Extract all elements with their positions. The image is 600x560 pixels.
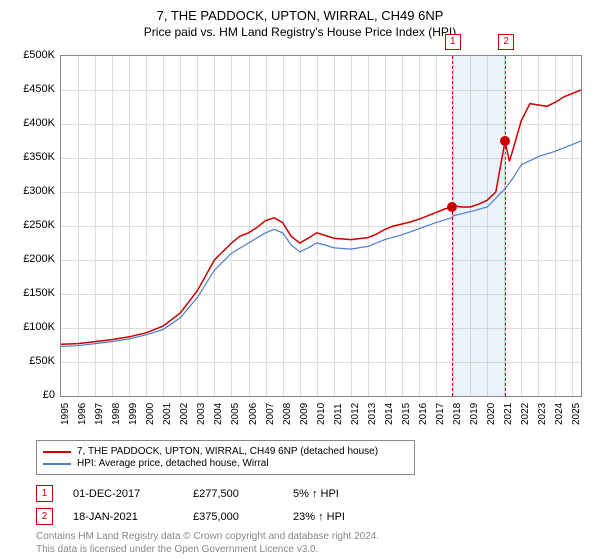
x-tick-label: 1998 (111, 403, 122, 425)
legend-label: HPI: Average price, detached house, Wirr… (77, 458, 269, 469)
x-tick-label: 1997 (94, 403, 105, 425)
y-tick-label: £250K (0, 219, 55, 231)
series-property (61, 90, 581, 344)
line-series (61, 56, 581, 396)
page-title: 7, THE PADDOCK, UPTON, WIRRAL, CH49 6NP (0, 8, 600, 23)
x-tick-label: 2025 (571, 403, 582, 425)
x-tick-label: 2012 (350, 403, 361, 425)
series-hpi (61, 141, 581, 346)
transaction-price: £277,500 (193, 488, 273, 500)
x-tick-label: 2000 (145, 403, 156, 425)
transaction-price: £375,000 (193, 511, 273, 523)
x-tick-label: 2004 (213, 403, 224, 425)
transaction-row: 2 18-JAN-2021 £375,000 23% ↑ HPI (36, 508, 345, 525)
footer-line: Contains HM Land Registry data © Crown c… (36, 530, 379, 543)
plot-area: 12 (60, 55, 582, 397)
x-tick-label: 2006 (248, 403, 259, 425)
y-tick-label: £200K (0, 253, 55, 265)
x-tick-label: 2019 (469, 403, 480, 425)
x-tick-label: 2011 (333, 403, 344, 425)
x-tick-label: 2017 (435, 403, 446, 425)
x-tick-label: 2021 (503, 403, 514, 425)
marker-badge: 1 (445, 34, 461, 50)
price-chart: 12 £0£50K£100K£150K£200K£250K£300K£350K£… (60, 55, 580, 395)
x-tick-label: 2003 (196, 403, 207, 425)
x-tick-label: 2008 (282, 403, 293, 425)
transaction-delta: 23% ↑ HPI (293, 511, 345, 523)
x-tick-label: 2010 (316, 403, 327, 425)
x-tick-label: 1999 (128, 403, 139, 425)
y-tick-label: £150K (0, 287, 55, 299)
transaction-badge: 2 (36, 508, 53, 525)
y-tick-label: £100K (0, 321, 55, 333)
y-tick-label: £500K (0, 49, 55, 61)
x-tick-label: 2022 (520, 403, 531, 425)
x-tick-label: 2002 (179, 403, 190, 425)
x-tick-label: 2024 (554, 403, 565, 425)
transaction-badge: 1 (36, 485, 53, 502)
price-point-icon (447, 202, 457, 212)
transaction-date: 18-JAN-2021 (73, 511, 173, 523)
x-tick-label: 2009 (299, 403, 310, 425)
y-tick-label: £450K (0, 83, 55, 95)
y-tick-label: £50K (0, 355, 55, 367)
x-tick-label: 2018 (452, 403, 463, 425)
x-tick-label: 2007 (265, 403, 276, 425)
y-tick-label: £350K (0, 151, 55, 163)
transaction-date: 01-DEC-2017 (73, 488, 173, 500)
price-point-icon (500, 136, 510, 146)
legend-swatch-icon (43, 451, 71, 453)
legend-item-property: 7, THE PADDOCK, UPTON, WIRRAL, CH49 6NP … (43, 446, 408, 457)
x-tick-label: 1995 (60, 403, 71, 425)
x-tick-label: 2005 (230, 403, 241, 425)
legend-item-hpi: HPI: Average price, detached house, Wirr… (43, 458, 408, 469)
footer-line: This data is licensed under the Open Gov… (36, 543, 379, 556)
y-tick-label: £300K (0, 185, 55, 197)
y-tick-label: £400K (0, 117, 55, 129)
legend-label: 7, THE PADDOCK, UPTON, WIRRAL, CH49 6NP … (77, 446, 378, 457)
footer-attribution: Contains HM Land Registry data © Crown c… (36, 530, 379, 556)
x-tick-label: 2015 (401, 403, 412, 425)
x-tick-label: 1996 (77, 403, 88, 425)
x-tick-label: 2014 (384, 403, 395, 425)
marker-badge: 2 (498, 34, 514, 50)
y-tick-label: £0 (0, 389, 55, 401)
x-tick-label: 2016 (418, 403, 429, 425)
x-tick-label: 2001 (162, 403, 173, 425)
transaction-row: 1 01-DEC-2017 £277,500 5% ↑ HPI (36, 485, 339, 502)
legend-swatch-icon (43, 463, 71, 465)
x-tick-label: 2013 (367, 403, 378, 425)
x-tick-label: 2023 (537, 403, 548, 425)
transaction-delta: 5% ↑ HPI (293, 488, 339, 500)
legend: 7, THE PADDOCK, UPTON, WIRRAL, CH49 6NP … (36, 440, 415, 475)
x-tick-label: 2020 (486, 403, 497, 425)
